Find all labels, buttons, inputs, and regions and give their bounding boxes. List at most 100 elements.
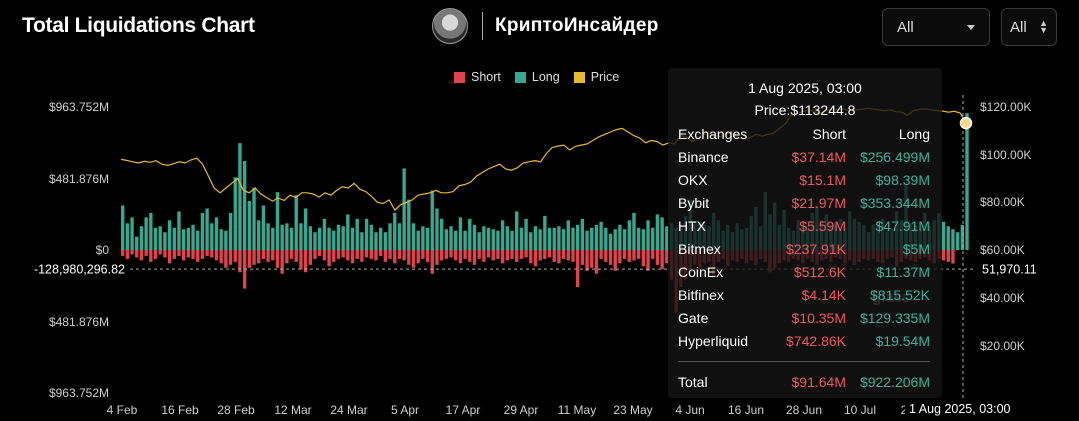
legend-item-long[interactable]: Long (514, 70, 560, 84)
long-bar (439, 218, 444, 250)
short-bar (575, 250, 580, 288)
short-bar (590, 250, 594, 268)
long-bar (655, 214, 660, 250)
brand-divider (482, 12, 483, 40)
long-bar (660, 217, 664, 250)
short-bar (139, 250, 144, 261)
legend-item-short[interactable]: Short (454, 70, 501, 84)
long-bar (449, 226, 453, 250)
short-bar (585, 250, 589, 271)
short-bar (205, 250, 209, 256)
long-bar (280, 224, 284, 250)
long-bar (130, 217, 134, 250)
short-bar (172, 250, 176, 259)
short-bar (510, 250, 514, 259)
brand-avatar-icon (432, 8, 468, 44)
long-bar (191, 224, 195, 250)
short-bar (289, 250, 294, 259)
sort-updown-icon: ▲ ▼ (1039, 18, 1048, 35)
long-bar (313, 232, 317, 250)
long-bar (332, 230, 336, 250)
short-bar (167, 250, 172, 264)
tooltip-row: Bybit $21.97M $353.344M (678, 195, 930, 215)
tooltip-total-short: $91.64M (791, 374, 846, 390)
long-bar (285, 223, 289, 250)
tooltip-long-value: $98.39M (875, 172, 930, 188)
short-bar (543, 250, 547, 259)
long-bar (271, 227, 275, 250)
short-bar (529, 250, 533, 264)
short-bar (252, 250, 256, 265)
short-bar (336, 250, 341, 259)
right-axis-tick-label: $80.00K (980, 195, 1025, 209)
short-bar (454, 250, 458, 261)
long-bar (289, 227, 294, 250)
long-bar (341, 226, 345, 250)
long-bar (941, 221, 946, 250)
legend-swatch-price (573, 71, 585, 83)
long-bar (496, 230, 500, 250)
long-bar (632, 212, 636, 250)
range-select[interactable]: All (882, 8, 990, 46)
tooltip-row: Bitfinex $4.14K $815.52K (678, 287, 930, 307)
long-bar (575, 224, 580, 250)
long-bar (360, 232, 364, 250)
short-bar (632, 250, 636, 261)
tooltip-row: CoinEx $512.6K $11.37M (678, 264, 930, 284)
tooltip-short-value: $21.97M (791, 195, 846, 211)
crosshair-date-label: 1 Aug 2025, 03:00 (905, 402, 1015, 416)
right-axis-tick-label: $120.00K (980, 100, 1031, 114)
tooltip-row: HTX $5.59M $47.91M (678, 218, 930, 238)
long-bar (430, 190, 434, 250)
right-axis-tick-label: $40.00K (980, 291, 1025, 305)
tooltip-short-value: $237.91K (786, 241, 846, 257)
short-bar (186, 250, 191, 258)
long-bar (411, 223, 416, 250)
long-bar (585, 230, 589, 250)
legend-item-price[interactable]: Price (573, 70, 619, 84)
long-bar (538, 229, 542, 250)
short-bar (378, 250, 383, 256)
short-bar (322, 250, 327, 261)
left-axis-tick-label: $963.752M (49, 386, 109, 400)
short-bar (500, 250, 505, 264)
x-axis-tick-label: 16 Feb (161, 403, 199, 417)
short-bar (327, 250, 331, 267)
long-bar (383, 232, 388, 250)
short-bar (407, 250, 411, 265)
long-bar (604, 227, 608, 250)
left-axis-tick-label: $481.876M (49, 172, 109, 186)
tooltip-date: 1 Aug 2025, 03:00 (748, 80, 862, 96)
long-bar (233, 177, 237, 250)
short-bar (196, 250, 200, 262)
long-bar (238, 143, 242, 250)
long-bar (543, 215, 547, 250)
short-bar (200, 250, 205, 259)
short-bar (374, 250, 378, 261)
long-bar (472, 224, 477, 250)
tooltip-long-value: $19.54M (875, 333, 930, 349)
long-bar (491, 229, 495, 250)
long-bar (336, 224, 341, 250)
long-bar (346, 214, 350, 250)
short-bar (561, 250, 566, 259)
long-bar (529, 232, 533, 250)
tooltip-header-short: Short (812, 126, 846, 142)
short-bar (303, 250, 308, 273)
tooltip-short-value: $15.1M (799, 172, 846, 188)
short-bar (599, 250, 603, 259)
long-bar (618, 224, 622, 250)
right-axis-tick-label: $20.00K (980, 339, 1025, 353)
x-axis-tick-label: 4 Feb (107, 403, 138, 417)
short-bar (163, 250, 167, 258)
short-bar (219, 250, 223, 264)
long-bar (121, 205, 125, 250)
long-bar (665, 226, 669, 250)
tooltip-exchange: HTX (678, 218, 706, 234)
chevron-down-icon (967, 24, 975, 30)
long-bar (266, 223, 270, 250)
short-bar (557, 250, 561, 264)
long-bar (519, 227, 524, 250)
crosshair-left-label-bg (22, 259, 130, 279)
unit-select[interactable]: All ▲ ▼ (1001, 8, 1057, 46)
